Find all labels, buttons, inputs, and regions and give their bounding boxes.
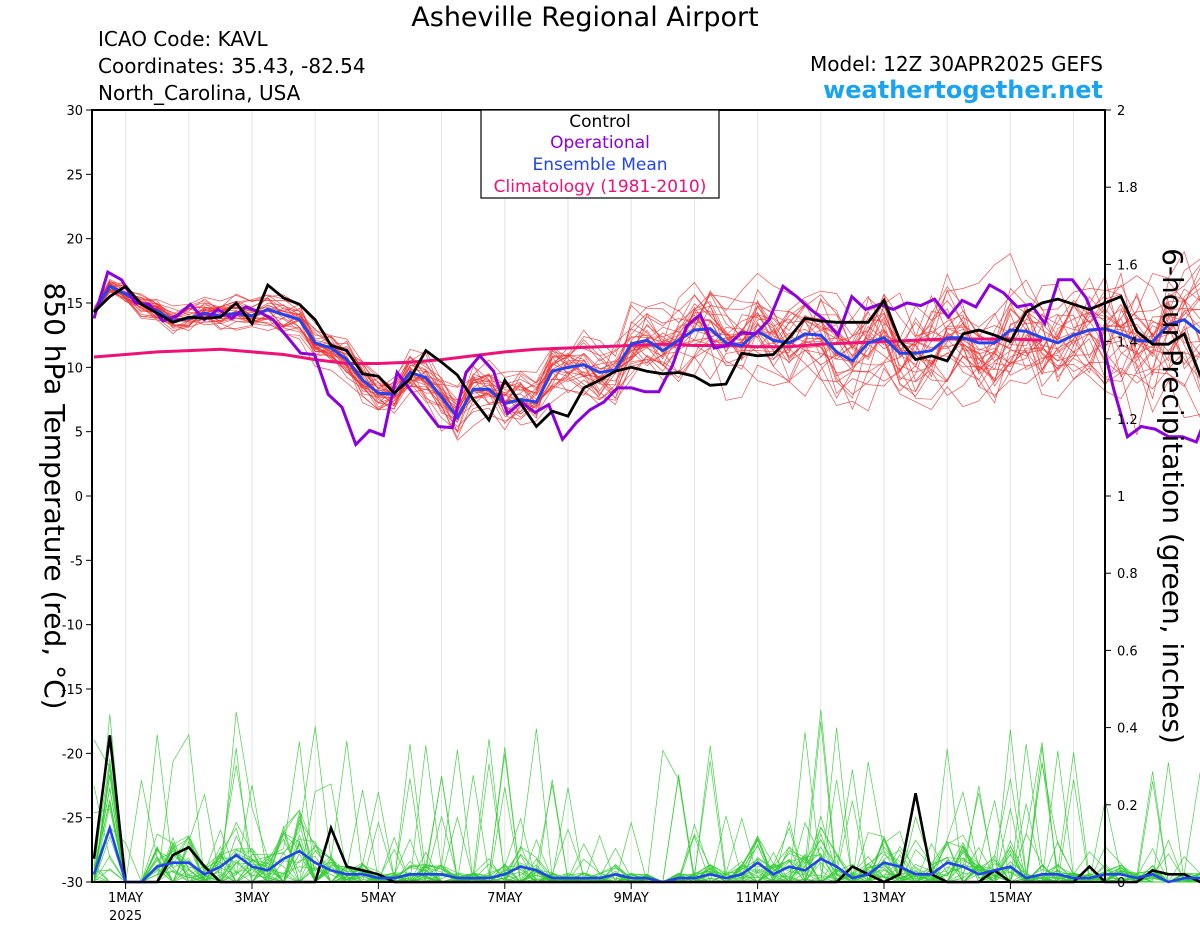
x-tick-label: 13MAY [862, 891, 906, 906]
y-right-tick-label: 2 [1117, 104, 1125, 119]
x-tick-label: 3MAY [234, 891, 269, 906]
x-tick-label: 5MAY [361, 891, 396, 906]
temp-member-line [93, 258, 1200, 415]
mean-temp-line [92, 284, 1200, 421]
region: North_Carolina, USA [98, 81, 301, 105]
control-precip-line [92, 735, 1200, 884]
y-left-tick-label: -20 [62, 747, 83, 762]
temp-member-line [93, 284, 1200, 401]
y-axis-right-label: 6-hour Precipitation (green, inches) [1156, 248, 1189, 744]
temp-member-line [93, 284, 1200, 403]
icao-code: ICAO Code: KAVL [98, 27, 268, 51]
temp-member-line [93, 287, 1200, 432]
legend-control: Control [569, 112, 630, 132]
precip-member-line [93, 739, 1200, 883]
precip-member-line [93, 738, 1200, 883]
legend-climatology: Climatology (1981-2010) [494, 177, 707, 197]
y-left-tick-label: 20 [66, 233, 83, 248]
x-tick-label: 11MAY [736, 891, 780, 906]
temp-member-line [93, 282, 1200, 419]
y-left-tick-label: -25 [62, 812, 83, 827]
x-year-label: 2025 [109, 909, 142, 924]
precip-member-line [93, 733, 1200, 883]
legend-box [480, 109, 720, 199]
precip-member-line [94, 709, 1200, 883]
precip-member-line [93, 711, 1200, 883]
legend-ensemble-mean: Ensemble Mean [532, 155, 667, 175]
y-right-tick-label: 0 [1117, 876, 1125, 891]
axes: 302520151050-5-10-15-20-25-3021.81.61.41… [62, 104, 1138, 924]
x-tick-label: 1MAY [108, 891, 143, 906]
gridlines [125, 110, 1075, 882]
x-tick-label: 7MAY [487, 891, 522, 906]
coordinates: Coordinates: 35.43, -82.54 [98, 54, 366, 78]
model-run: Model: 12Z 30APR2025 GEFS [810, 52, 1103, 76]
climatology-line [93, 337, 1043, 365]
x-tick-label: 9MAY [614, 891, 649, 906]
y-right-tick-label: 1.8 [1117, 181, 1138, 196]
precip-ensemble-members [93, 709, 1200, 884]
y-right-tick-label: 0.4 [1117, 722, 1138, 737]
temp-member-line [93, 277, 1200, 439]
chart-title: Asheville Regional Airport [411, 2, 759, 33]
y-left-tick-label: 0 [75, 490, 83, 505]
site-link[interactable]: weathertogether.net [823, 76, 1103, 104]
y-right-tick-label: 0.2 [1117, 799, 1138, 814]
legend: Control Operational Ensemble Mean Climat… [480, 109, 720, 199]
y-left-tick-label: 25 [66, 168, 83, 183]
y-left-tick-label: -5 [70, 554, 83, 569]
y-right-tick-label: 0.6 [1117, 644, 1138, 659]
y-left-tick-label: -30 [62, 876, 83, 891]
precip-member-line [94, 734, 1200, 883]
plot-frame [91, 109, 1106, 883]
temp-member-line [93, 279, 1200, 409]
precip-member-line [93, 714, 1200, 884]
y-left-tick-label: 10 [66, 361, 83, 376]
y-left-tick-label: -15 [62, 683, 83, 698]
y-right-tick-label: 1.6 [1117, 258, 1138, 273]
precip-member-line [93, 783, 1200, 883]
temp-member-line [93, 253, 1200, 412]
y-left-tick-label: 15 [66, 297, 83, 312]
y-right-tick-label: 1 [1117, 490, 1125, 505]
operational-temp-line [92, 269, 1200, 448]
y-right-tick-label: 1.2 [1117, 413, 1138, 428]
y-right-tick-label: 0.8 [1117, 567, 1138, 582]
mean-precip-line [92, 823, 1200, 884]
y-left-tick-label: 30 [66, 104, 83, 119]
temp-member-line [93, 267, 1200, 423]
control-temp-line [93, 282, 1200, 429]
x-tick-label: 15MAY [989, 891, 1033, 906]
legend-operational: Operational [550, 133, 650, 153]
y-left-tick-label: 5 [75, 426, 83, 441]
temp-member-line [93, 289, 1200, 441]
precip-member-line [93, 743, 1200, 883]
y-right-tick-label: 1.4 [1117, 336, 1138, 351]
y-left-tick-label: -10 [62, 619, 83, 634]
y-axis-left-label: 850 hPa Temperature (red, °C) [38, 282, 71, 709]
